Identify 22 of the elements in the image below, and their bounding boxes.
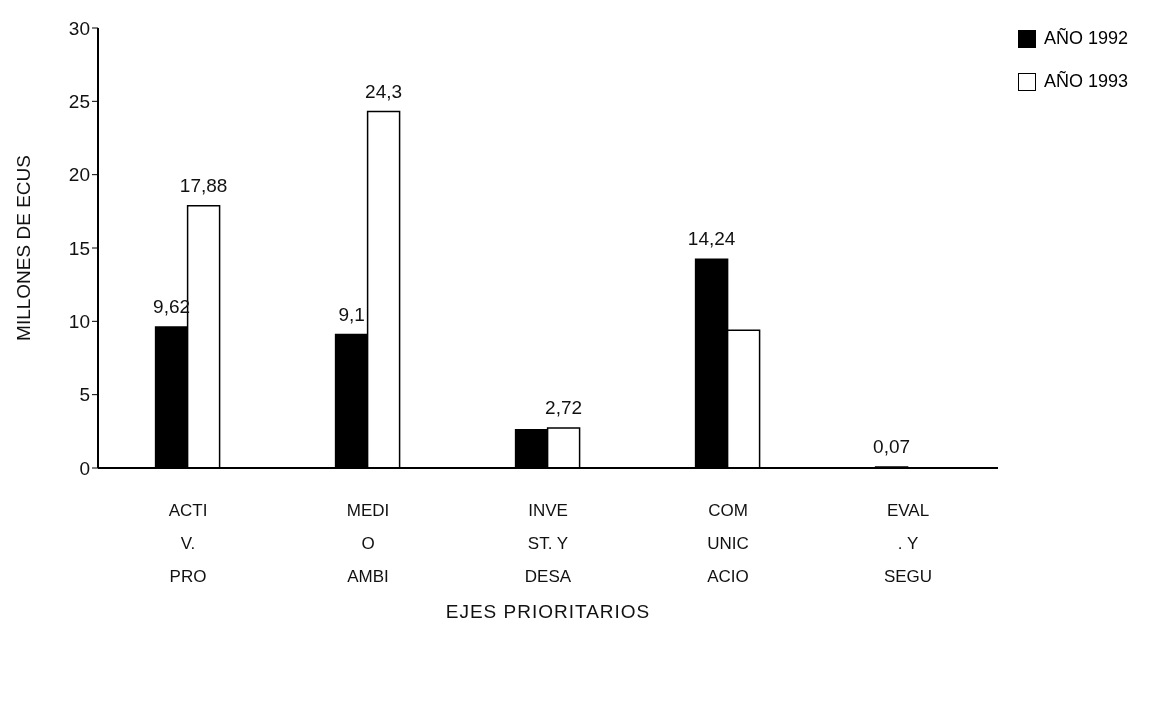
y-tick-label: 30 <box>68 17 90 39</box>
x-tick-label: INVE ST. Y DESA <box>524 501 572 586</box>
x-axis-title: EJES PRIORITARIOS <box>445 601 651 622</box>
data-label: 24,3 <box>365 80 403 102</box>
y-tick-label: 25 <box>68 91 90 113</box>
legend-label: AÑO 1993 <box>1044 71 1129 92</box>
data-label: 14,24 <box>687 228 736 250</box>
y-tick-label: 15 <box>68 237 90 259</box>
y-axis-title: MILLONES DE ECUS <box>12 155 34 341</box>
data-label: 2,72 <box>545 397 583 419</box>
y-tick-label: 0 <box>79 457 90 479</box>
legend-label: AÑO 1992 <box>1044 28 1129 49</box>
x-tick-label: ACTI V. PRO <box>168 501 208 586</box>
x-tick-label: EVAL . Y SEGU <box>883 501 933 586</box>
data-label: 0,07 <box>873 435 911 457</box>
y-tick-label: 20 <box>68 164 90 186</box>
y-tick-label: 5 <box>79 384 90 406</box>
data-label: 9,1 <box>338 303 365 325</box>
x-tick-label: MEDI O AMBI <box>346 501 390 586</box>
y-tick-label: 10 <box>68 311 90 333</box>
x-tick-label: COM UNIC ACIO <box>707 501 749 586</box>
data-label: 17,88 <box>179 174 228 196</box>
